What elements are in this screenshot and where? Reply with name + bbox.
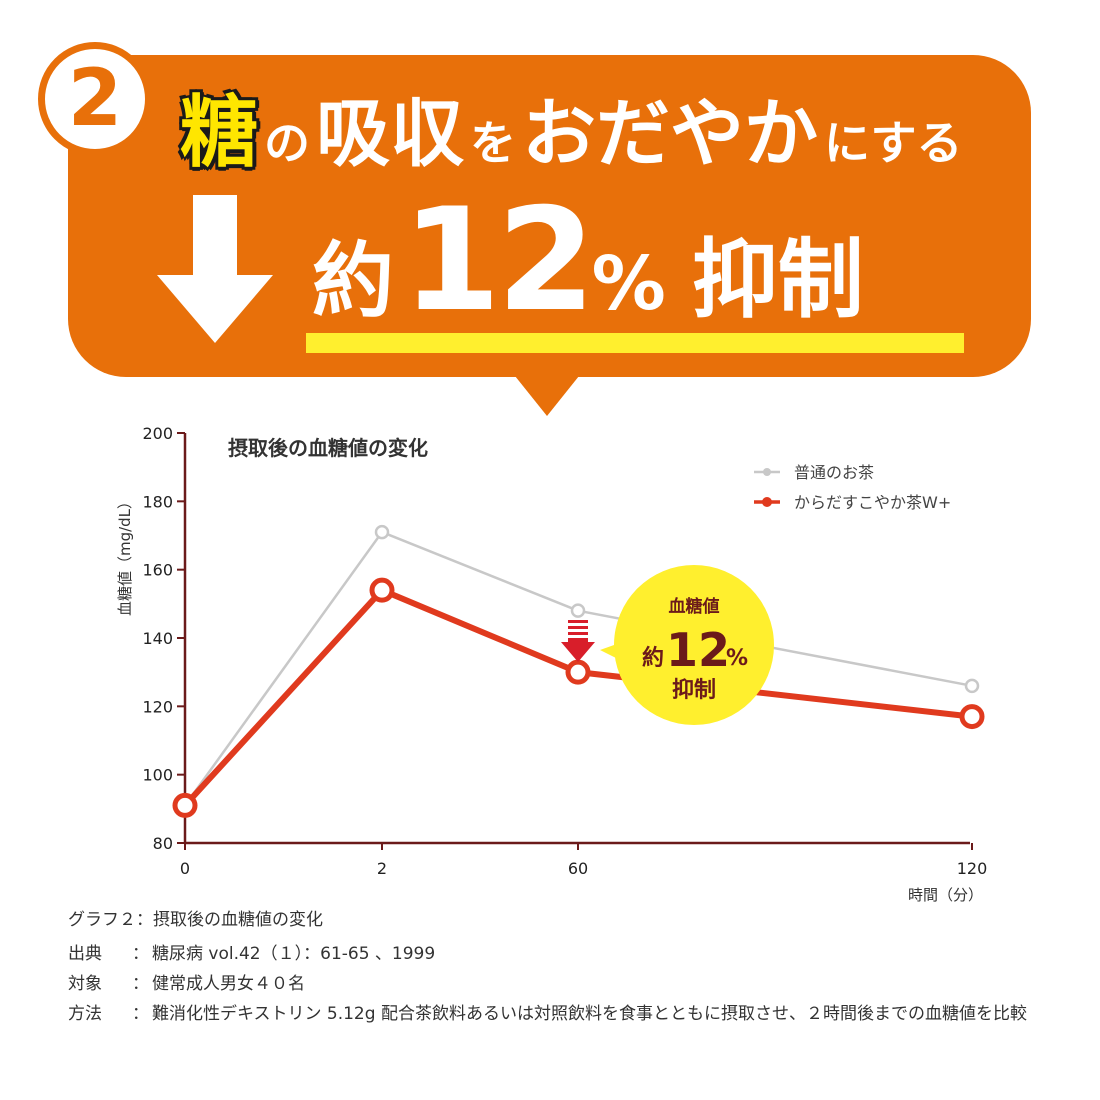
x-tick-label: 0 [180,859,190,878]
headline-part5: にする [824,116,963,170]
y-axis-label: 血糖値（mg/dL） [116,494,134,616]
reduction-prefix: 約 [312,234,395,329]
callout-prefix: 約 [642,645,664,671]
series-1-point [172,792,198,818]
reduction-unit: % [591,241,666,327]
number-badge: 2 [38,42,152,156]
series-0-point [964,678,980,694]
badge-number: 2 [67,54,123,144]
reduction-number: 12 [402,178,596,343]
x-tick-label: 120 [957,859,988,878]
headline-part2: 吸収 [316,91,465,177]
footnote-colon: ： [132,974,149,994]
y-tick-label: 180 [142,492,173,511]
y-tick-label: 80 [153,834,173,853]
footnote-row-subjects: 対象 ： 健常成人男女４０名 [68,969,1058,999]
chart-title: 摂取後の血糖値の変化 [228,436,428,460]
series-line-0 [183,530,973,807]
x-axis-label: 時間（分） [908,886,983,904]
yellow-underline [306,333,964,353]
footnote-colon: ： [132,1004,149,1024]
headline: 糖 の 吸収 を おだやか にする [180,70,1020,180]
series-1-point [565,659,591,685]
footnote-row-method: 方法 ： 難消化性デキストリン 5.12g 配合茶飲料あるいは対照飲料を食事とと… [68,999,1058,1029]
reduction-callout: 血糖値 約 12 % 抑制 [600,565,774,725]
arrow-down-icon [157,195,273,343]
x-axis-ticks: 0 2 60 120 [180,843,987,878]
series-line-1 [182,587,973,808]
callout-line3: 抑制 [672,678,716,703]
y-tick-label: 100 [142,766,173,785]
footnote-label: 方法 [68,1004,102,1024]
reduction-suffix: 抑制 [691,230,864,330]
footnote-colon: ： [132,944,149,964]
x-tick-label: 60 [568,859,588,878]
series-0-point [570,603,586,618]
y-tick-label: 160 [142,561,173,580]
footnote-label: 出典 [68,944,102,964]
y-tick-label: 140 [142,629,173,648]
callout-line1: 血糖値 [669,596,720,617]
footnote-caption: グラフ２：摂取後の血糖値の変化 [68,910,323,930]
y-tick-label: 200 [142,424,173,443]
footnote-text: 糖尿病 vol.42（１）：61-65 、1999 [152,944,436,964]
series-1-point [369,577,395,603]
legend: 普通のお茶 からだすこやか茶W+ [754,463,951,512]
x-tick-label: 2 [377,859,387,878]
series-0-point [374,524,390,540]
series-1-point [959,704,985,730]
footnote-label: 対象 [68,974,102,994]
reduction-line: 約 12 % 抑制 [312,178,992,343]
series-layer [172,524,985,818]
legend-item-karada-tea: からだすこやか茶W+ [794,493,951,512]
headline-part4: おだやか [522,91,819,177]
headline-part3: を [470,116,517,170]
reduction-arrow-icon [561,620,595,662]
headline-key: 糖 [180,88,259,178]
callout-unit: % [726,646,748,671]
footnotes: グラフ２：摂取後の血糖値の変化 出典 ： 糖尿病 vol.42（１）：61-65… [68,905,1058,1029]
legend-item-normal-tea: 普通のお茶 [794,463,874,482]
headline-part1: の [264,116,311,170]
banner-tail [515,376,579,416]
footnote-row-source: 出典 ： 糖尿病 vol.42（１）：61-65 、1999 [68,939,1058,969]
footnote-text: 難消化性デキストリン 5.12g 配合茶飲料あるいは対照飲料を食事とともに摂取さ… [152,1004,1027,1024]
y-tick-label: 120 [142,697,173,716]
callout-number: 12 [666,623,730,677]
y-axis-ticks: 80 100 120 140 160 180 200 [142,424,185,853]
footnote-text: 健常成人男女４０名 [152,974,305,994]
